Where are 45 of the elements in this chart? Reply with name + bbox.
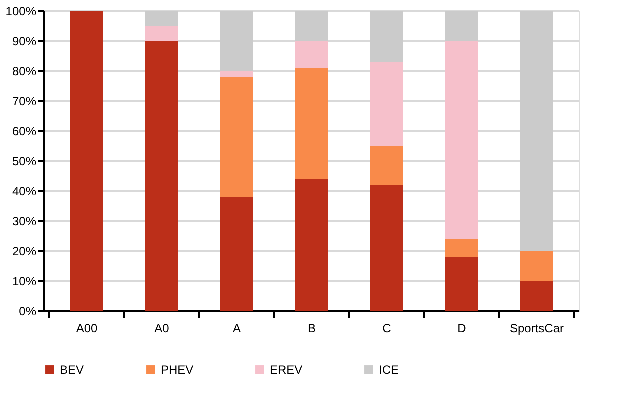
y-tick-label: 70% <box>12 94 37 108</box>
legend-label: ICE <box>379 363 400 377</box>
bar <box>145 26 178 41</box>
bar <box>145 41 178 311</box>
x-tick-label: A00 <box>76 322 98 336</box>
bar <box>445 239 478 257</box>
bar <box>220 77 253 197</box>
y-tick-label: 10% <box>12 274 37 288</box>
bar <box>520 251 553 281</box>
y-tick-label: 40% <box>12 184 37 198</box>
bar <box>220 71 253 77</box>
y-tick-label: 50% <box>12 154 37 168</box>
bar <box>220 197 253 311</box>
bar <box>145 11 178 26</box>
x-tick-label: A0 <box>154 322 170 336</box>
legend-label: PHEV <box>161 363 194 377</box>
legend-label: EREV <box>270 363 303 377</box>
y-tick-label: 90% <box>12 34 37 48</box>
bar <box>295 11 328 41</box>
x-tick-label: D <box>458 322 467 336</box>
x-tick-label: A <box>232 322 242 336</box>
legend-label: BEV <box>60 363 84 377</box>
bar <box>520 281 553 311</box>
bar <box>295 41 328 68</box>
bar <box>445 257 478 311</box>
y-tick-label: 60% <box>12 124 37 138</box>
x-tick-label: C <box>382 322 392 336</box>
x-tick-label: B <box>308 322 316 336</box>
bar <box>370 11 403 62</box>
bar <box>295 68 328 179</box>
bar <box>520 11 553 251</box>
bar <box>70 11 103 311</box>
y-tick-label: 100% <box>6 4 37 18</box>
bar <box>370 146 403 185</box>
bar <box>370 185 403 311</box>
x-tick-label: SportsCar <box>510 322 564 336</box>
bar <box>220 11 253 71</box>
bar <box>295 179 328 311</box>
y-tick-label: 0% <box>19 304 37 318</box>
y-tick-label: 80% <box>12 64 37 78</box>
bar <box>370 62 403 146</box>
y-tick-label: 20% <box>12 244 37 258</box>
bar <box>445 41 478 239</box>
bar <box>445 11 478 41</box>
y-tick-label: 30% <box>12 214 37 228</box>
